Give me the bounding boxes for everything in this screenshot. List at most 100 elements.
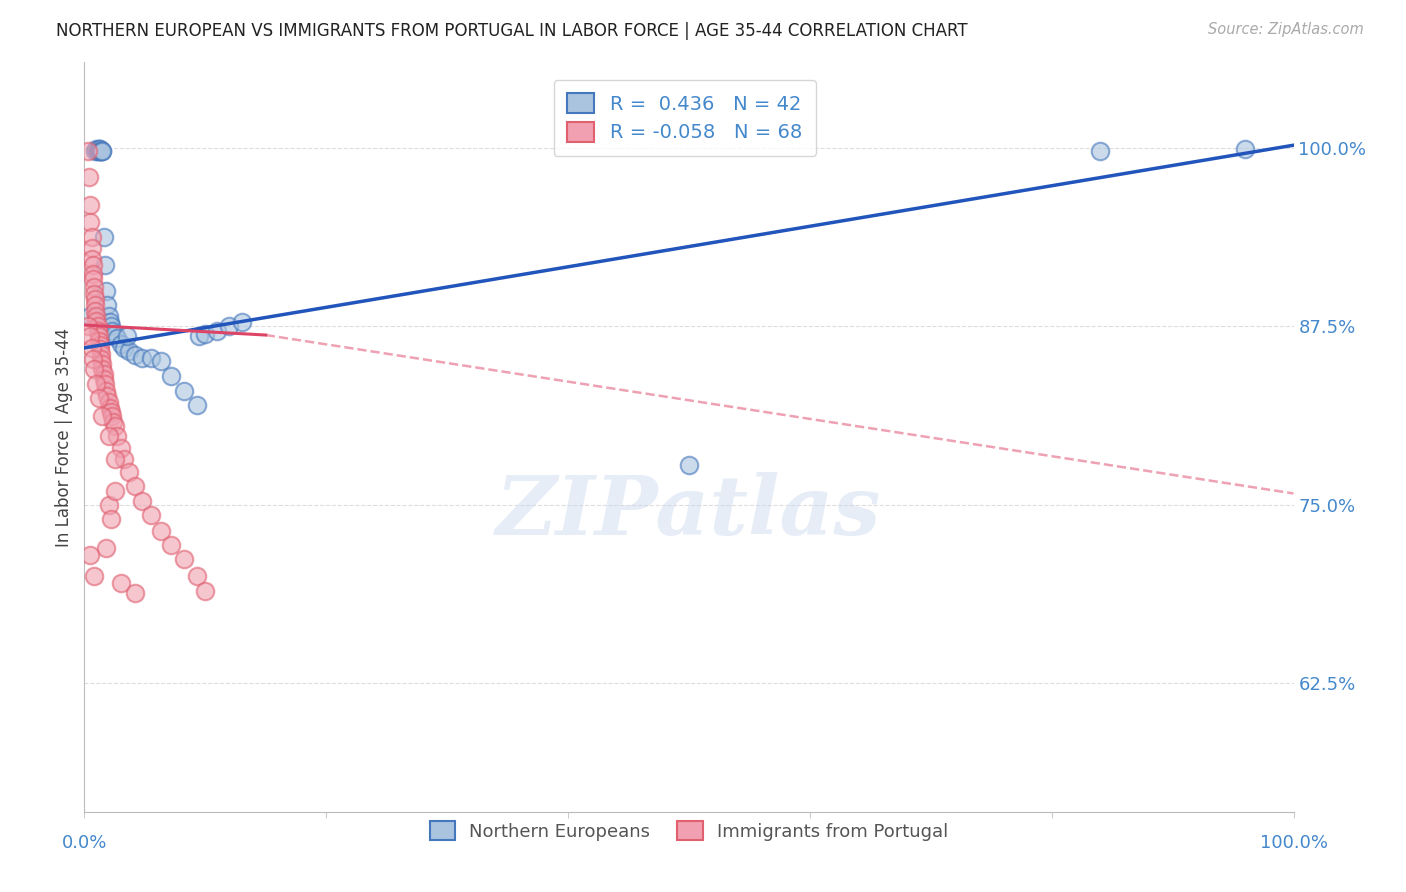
- Point: [124, 348, 146, 362]
- Point: [104, 452, 127, 467]
- Point: [97, 310, 120, 324]
- Point: [86, 144, 108, 158]
- Point: [160, 369, 183, 384]
- Point: [83, 286, 105, 301]
- Point: [84, 144, 107, 158]
- Point: [104, 326, 127, 341]
- Point: [105, 429, 128, 443]
- Point: [93, 229, 115, 244]
- Point: [87, 143, 110, 157]
- Point: [94, 541, 117, 555]
- Point: [96, 389, 118, 403]
- Point: [100, 512, 122, 526]
- Point: [101, 409, 124, 424]
- Point: [89, 338, 111, 352]
- Point: [86, 143, 108, 157]
- Point: [118, 343, 141, 358]
- Point: [80, 241, 103, 255]
- Point: [91, 357, 114, 371]
- Point: [110, 441, 132, 455]
- Point: [115, 329, 138, 343]
- Point: [98, 401, 121, 415]
- Point: [186, 569, 208, 583]
- Y-axis label: In Labor Force | Age 35-44: In Labor Force | Age 35-44: [55, 327, 73, 547]
- Point: [100, 405, 122, 419]
- Point: [94, 376, 117, 391]
- Point: [86, 324, 108, 338]
- Point: [84, 293, 107, 307]
- Point: [94, 284, 117, 298]
- Point: [91, 409, 114, 424]
- Point: [1088, 144, 1111, 158]
- Point: [118, 465, 141, 479]
- Point: [96, 298, 118, 312]
- Point: [149, 353, 172, 368]
- Point: [131, 351, 153, 365]
- Point: [79, 215, 101, 229]
- Point: [105, 331, 128, 345]
- Point: [80, 229, 103, 244]
- Point: [91, 144, 114, 158]
- Point: [1234, 143, 1257, 157]
- Point: [93, 372, 115, 386]
- Point: [149, 524, 172, 538]
- Point: [90, 144, 112, 158]
- Point: [79, 310, 101, 324]
- Text: 0.0%: 0.0%: [62, 834, 107, 852]
- Point: [90, 352, 112, 367]
- Point: [86, 376, 108, 391]
- Point: [110, 336, 132, 351]
- Point: [82, 267, 104, 281]
- Text: Source: ZipAtlas.com: Source: ZipAtlas.com: [1208, 22, 1364, 37]
- Text: NORTHERN EUROPEAN VS IMMIGRANTS FROM PORTUGAL IN LABOR FORCE | AGE 35-44 CORRELA: NORTHERN EUROPEAN VS IMMIGRANTS FROM POR…: [56, 22, 967, 40]
- Point: [160, 538, 183, 552]
- Point: [173, 384, 195, 398]
- Point: [139, 351, 162, 365]
- Point: [89, 143, 111, 157]
- Point: [110, 576, 132, 591]
- Point: [79, 329, 101, 343]
- Point: [87, 334, 110, 348]
- Point: [86, 310, 108, 324]
- Point: [103, 415, 125, 429]
- Point: [86, 314, 108, 328]
- Point: [94, 258, 117, 272]
- Point: [83, 362, 105, 376]
- Point: [77, 169, 100, 184]
- Point: [104, 483, 127, 498]
- Point: [97, 498, 120, 512]
- Point: [82, 352, 104, 367]
- Point: [194, 326, 217, 341]
- Point: [188, 329, 211, 343]
- Point: [194, 583, 217, 598]
- Point: [186, 398, 208, 412]
- Point: [89, 343, 111, 357]
- Point: [173, 552, 195, 566]
- Point: [93, 367, 115, 381]
- Point: [678, 458, 700, 472]
- Point: [90, 144, 112, 158]
- Point: [87, 143, 110, 157]
- Point: [139, 508, 162, 522]
- Point: [100, 319, 122, 334]
- Point: [77, 319, 100, 334]
- Point: [89, 144, 111, 158]
- Point: [101, 324, 124, 338]
- Point: [82, 272, 104, 286]
- Text: ZIPatlas: ZIPatlas: [496, 472, 882, 552]
- Point: [82, 258, 104, 272]
- Point: [79, 198, 101, 212]
- Legend: Northern Europeans, Immigrants from Portugal: Northern Europeans, Immigrants from Port…: [415, 807, 963, 855]
- Point: [112, 452, 135, 467]
- Point: [80, 341, 103, 355]
- Point: [90, 346, 112, 360]
- Point: [83, 279, 105, 293]
- Point: [91, 362, 114, 376]
- Point: [84, 303, 107, 318]
- Point: [104, 419, 127, 434]
- Point: [112, 341, 135, 355]
- Point: [97, 429, 120, 443]
- Point: [86, 144, 108, 158]
- Point: [131, 493, 153, 508]
- Point: [94, 384, 117, 398]
